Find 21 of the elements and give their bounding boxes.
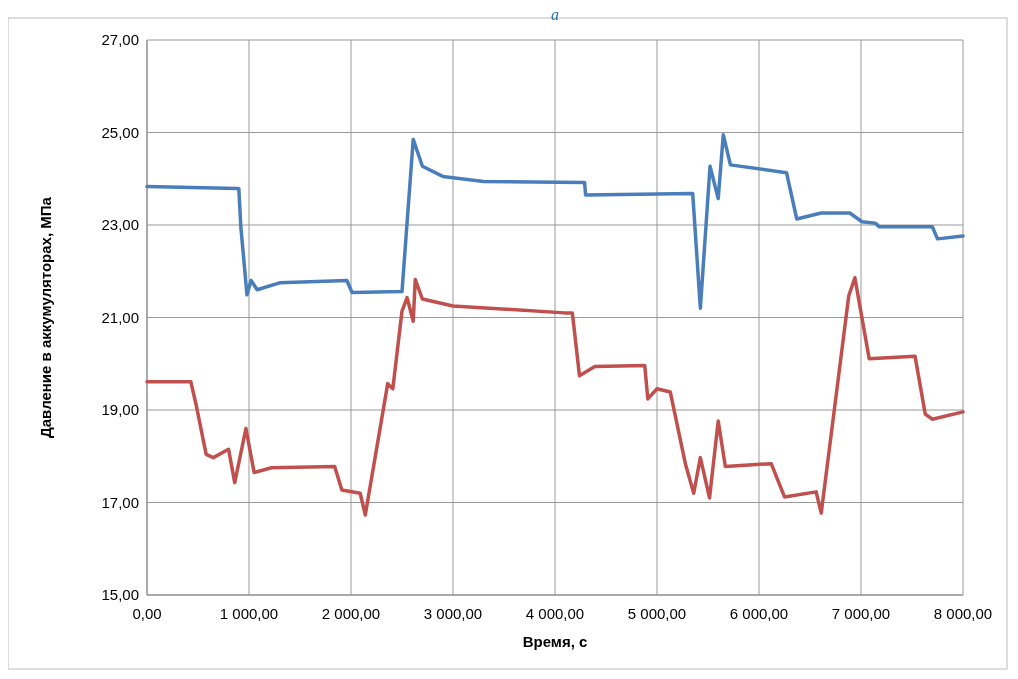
y-tick-label: 25,00 <box>101 123 139 141</box>
y-tick-label: 23,00 <box>101 216 139 233</box>
y-tick-label: 27,00 <box>101 31 139 48</box>
y-tick-label: 21,00 <box>101 308 139 326</box>
line-series <box>145 275 965 517</box>
y-axis-title: Давление в аккумуляторах, МПа <box>37 196 54 438</box>
x-tick-label: 3 000,00 <box>423 605 483 622</box>
y-tick-label: 17,00 <box>101 493 139 511</box>
x-tick-label: 8 000,00 <box>933 605 993 622</box>
x-tick-label: 1 000,00 <box>219 605 279 622</box>
y-tick-label: 15,00 <box>101 586 139 603</box>
x-tick-label: 4 000,00 <box>525 605 585 622</box>
x-tick-label: 0,00 <box>132 605 162 622</box>
y-tick-label: 19,00 <box>101 401 139 418</box>
line-series <box>145 133 965 310</box>
x-axis-title: Время, с <box>522 633 588 650</box>
x-tick-label: 6 000,00 <box>729 605 789 622</box>
x-tick-label: 2 000,00 <box>321 605 381 622</box>
chart-title: а <box>551 6 559 23</box>
x-tick-label: 7 000,00 <box>831 605 891 622</box>
x-tick-label: 5 000,00 <box>627 605 687 622</box>
